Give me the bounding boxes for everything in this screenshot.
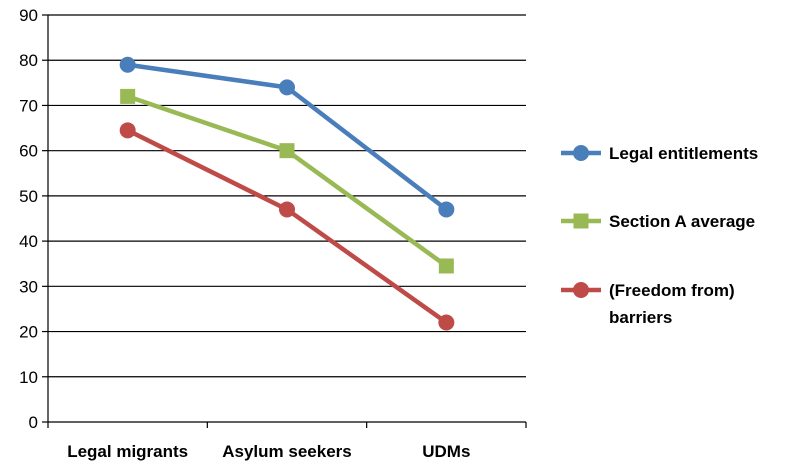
y-tick-label: 60 [19,142,38,161]
x-tick-label: Legal migrants [67,442,188,461]
data-point-marker [438,201,455,218]
legend-label: barriers [609,308,672,327]
data-point-marker [279,143,295,159]
legend-label: Section A average [609,212,755,231]
y-tick-label: 10 [19,368,38,387]
series-2 [120,88,454,274]
series-1 [119,56,455,218]
x-tick-label: Asylum seekers [222,442,351,461]
y-axis-tick-labels: 0 10 20 30 40 50 60 70 80 90 [19,6,38,432]
y-tick-label: 50 [19,187,38,206]
legend-label: Legal entitlements [609,144,758,163]
y-tick-label: 70 [19,96,38,115]
data-point-marker [119,56,136,73]
legend-label: (Freedom from) [609,281,735,300]
axes [42,14,527,428]
legend-marker [573,145,589,161]
data-point-marker [279,201,295,218]
legend-marker [573,282,589,298]
legend-item-2: Section A average [561,212,755,231]
data-point-marker [279,79,295,96]
legend-item-3: (Freedom from) barriers [561,281,735,327]
legend-item-1: Legal entitlements [561,144,758,163]
y-tick-label: 0 [29,413,38,432]
y-tick-label: 30 [19,277,38,296]
series-group [119,56,455,331]
y-tick-label: 40 [19,232,38,251]
x-axis-tick-labels: Legal migrants Asylum seekers UDMs [67,442,470,461]
data-point-marker [120,88,136,104]
x-tick-label: UDMs [422,442,470,461]
y-tick-label: 80 [19,51,38,70]
series-3 [119,122,455,331]
legend: Legal entitlements Section A average (Free… [561,144,758,327]
y-tick-label: 90 [19,6,38,25]
series-line [126,128,448,325]
data-point-marker [119,122,136,139]
legend-marker [573,213,589,229]
data-point-marker [438,314,455,331]
data-point-marker [438,258,454,274]
y-tick-label: 20 [19,323,38,342]
